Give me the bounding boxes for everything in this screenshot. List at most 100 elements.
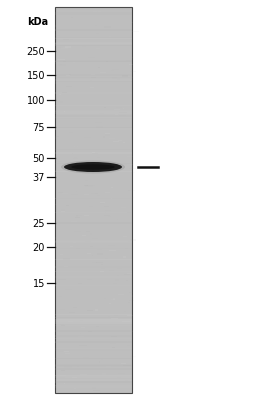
Bar: [99, 361, 100, 363]
Bar: [97, 253, 103, 255]
Bar: [69, 133, 73, 134]
Bar: [129, 300, 134, 301]
Bar: [55, 223, 132, 225]
Text: 20: 20: [33, 242, 45, 252]
Bar: [112, 284, 117, 285]
Bar: [92, 262, 97, 263]
Bar: [124, 190, 130, 191]
Bar: [131, 240, 135, 241]
Bar: [125, 249, 129, 250]
Bar: [103, 137, 105, 138]
Bar: [123, 108, 124, 110]
Bar: [123, 257, 126, 258]
Bar: [55, 111, 132, 113]
Bar: [105, 192, 110, 193]
Bar: [122, 102, 124, 103]
Bar: [55, 335, 132, 337]
Bar: [63, 259, 70, 260]
Bar: [123, 236, 127, 237]
Bar: [111, 336, 117, 337]
Bar: [106, 352, 111, 354]
Ellipse shape: [71, 165, 115, 170]
Bar: [55, 8, 132, 393]
Bar: [116, 125, 118, 126]
Bar: [82, 235, 86, 236]
Bar: [55, 130, 132, 131]
Bar: [92, 387, 96, 389]
Bar: [129, 65, 133, 66]
Bar: [55, 365, 132, 367]
Bar: [72, 242, 76, 243]
Bar: [70, 246, 73, 247]
Ellipse shape: [61, 161, 125, 174]
Bar: [67, 292, 71, 293]
Bar: [55, 112, 132, 115]
Bar: [87, 170, 93, 171]
Bar: [112, 347, 115, 348]
Bar: [100, 204, 103, 205]
Bar: [114, 110, 120, 111]
Bar: [81, 327, 85, 328]
Bar: [64, 383, 65, 384]
Bar: [57, 72, 59, 73]
Bar: [105, 220, 107, 221]
Bar: [128, 302, 130, 303]
Bar: [75, 217, 80, 218]
Bar: [55, 314, 132, 316]
Bar: [91, 241, 98, 242]
Bar: [96, 127, 103, 128]
Bar: [55, 375, 132, 378]
Text: kDa: kDa: [27, 17, 48, 27]
Bar: [76, 216, 78, 217]
Bar: [90, 234, 92, 235]
Bar: [113, 142, 119, 143]
Bar: [71, 18, 73, 19]
Bar: [123, 143, 125, 144]
Bar: [55, 241, 132, 244]
Text: 75: 75: [33, 123, 45, 133]
Bar: [58, 279, 66, 280]
Bar: [100, 73, 106, 74]
Bar: [104, 299, 106, 300]
Bar: [55, 358, 132, 359]
Bar: [84, 215, 89, 217]
Bar: [55, 335, 132, 337]
Bar: [55, 214, 132, 215]
Bar: [129, 196, 131, 197]
Bar: [61, 210, 65, 211]
Bar: [116, 108, 122, 109]
Bar: [87, 193, 88, 194]
Bar: [71, 194, 78, 196]
Bar: [55, 385, 132, 386]
Bar: [98, 68, 100, 69]
Bar: [104, 170, 110, 171]
Bar: [106, 230, 110, 231]
Bar: [87, 279, 92, 280]
Bar: [83, 357, 89, 358]
Bar: [64, 351, 69, 352]
Bar: [113, 298, 114, 300]
Bar: [127, 273, 132, 274]
Bar: [69, 75, 71, 76]
Bar: [129, 330, 135, 331]
Bar: [55, 342, 132, 343]
Bar: [96, 236, 101, 237]
Bar: [78, 336, 84, 337]
Bar: [98, 12, 101, 13]
Bar: [112, 78, 117, 79]
Bar: [131, 296, 137, 297]
Bar: [55, 26, 132, 28]
Bar: [62, 240, 67, 241]
Bar: [55, 13, 132, 16]
Bar: [61, 48, 68, 49]
Bar: [55, 267, 132, 269]
Bar: [108, 245, 115, 247]
Bar: [120, 331, 124, 332]
Bar: [55, 286, 132, 287]
Bar: [112, 70, 119, 71]
Bar: [111, 307, 117, 308]
Bar: [100, 271, 104, 272]
Bar: [55, 81, 132, 83]
Bar: [61, 30, 64, 32]
Bar: [105, 136, 110, 137]
